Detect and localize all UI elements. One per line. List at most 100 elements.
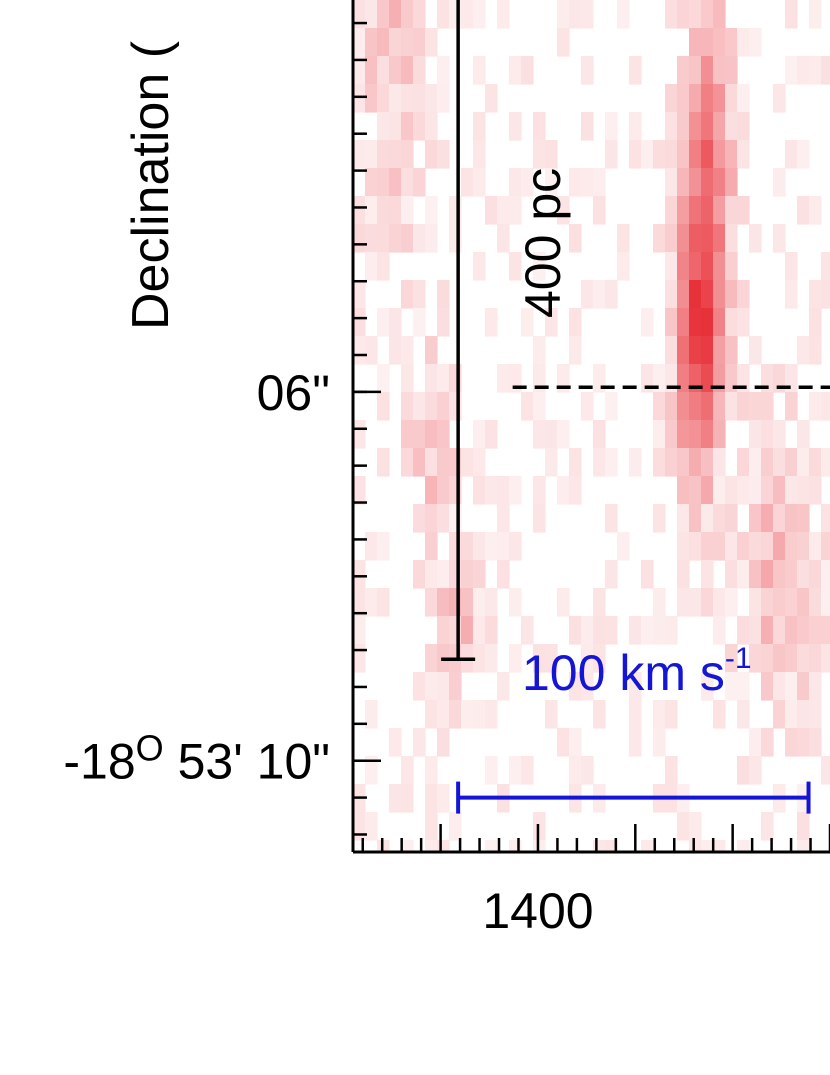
heatmap-cell — [821, 588, 830, 617]
heatmap-cell — [809, 392, 822, 421]
heatmap-cell — [533, 476, 546, 505]
heatmap-cell — [581, 168, 594, 197]
heatmap-cell — [701, 588, 714, 617]
heatmap-cell — [785, 392, 798, 421]
heatmap-cell — [665, 140, 678, 169]
heatmap-cell — [737, 448, 750, 477]
heatmap-cell — [401, 756, 414, 785]
heatmap-cell — [389, 168, 402, 197]
heatmap-cell — [773, 224, 786, 253]
heatmap-cell — [365, 588, 378, 617]
heatmap-cell — [377, 28, 390, 57]
heatmap-cell — [413, 308, 426, 337]
heatmap-cell — [497, 0, 510, 29]
heatmap-cell — [401, 280, 414, 309]
heatmap-cell — [713, 196, 726, 225]
heatmap-cell — [473, 0, 486, 29]
heatmap-cell — [677, 140, 690, 169]
heatmap-cell — [377, 196, 390, 225]
y-tick-label: -18O 53' 10" — [63, 728, 330, 790]
heatmap-cell — [401, 196, 414, 225]
heatmap-cell — [797, 588, 810, 617]
heatmap-cell — [653, 504, 666, 533]
heatmap-cell — [725, 168, 738, 197]
heatmap-cell — [761, 644, 774, 673]
heatmap-cell — [665, 0, 678, 29]
heatmap-cell — [485, 420, 498, 449]
heatmap-cell — [497, 504, 510, 533]
heatmap-cell — [677, 56, 690, 85]
heatmap-cell — [809, 616, 822, 645]
heatmap-cell — [713, 84, 726, 113]
heatmap-cell — [425, 448, 438, 477]
heatmap-cell — [725, 84, 738, 113]
heatmap-cell — [437, 308, 450, 337]
heatmap-cell — [353, 0, 366, 29]
heatmap-cell — [677, 588, 690, 617]
heatmap-cell — [809, 56, 822, 85]
heatmap-cell — [677, 532, 690, 561]
heatmap-cell — [509, 196, 522, 225]
heatmap-cell — [773, 560, 786, 589]
heatmap-cell — [725, 308, 738, 337]
heatmap-cell — [677, 812, 690, 841]
heatmap-cell — [629, 616, 642, 645]
heatmap-cell — [737, 840, 750, 852]
heatmap-cell — [509, 756, 522, 785]
heatmap-cell — [785, 616, 798, 645]
heatmap-cell — [677, 84, 690, 113]
heatmap-cell — [437, 504, 450, 533]
heatmap-cell — [737, 140, 750, 169]
heatmap-cell — [389, 56, 402, 85]
heatmap-cell — [461, 560, 474, 589]
heatmap-cell — [353, 812, 366, 841]
heatmap-cell — [485, 308, 498, 337]
heatmap-cell — [605, 112, 618, 141]
heatmap-cell — [533, 392, 546, 421]
heatmap-cell — [773, 84, 786, 113]
heatmap-cell — [353, 56, 366, 85]
heatmap-cell — [509, 112, 522, 141]
heatmap-cell — [665, 364, 678, 393]
heatmap-cell — [581, 56, 594, 85]
heatmap-cell — [725, 560, 738, 589]
heatmap-cell — [569, 476, 582, 505]
heatmap-cell — [737, 28, 750, 57]
heatmap-cell — [785, 700, 798, 729]
heatmap-cell — [401, 420, 414, 449]
heatmap-cell — [437, 840, 450, 852]
heatmap-cell — [725, 532, 738, 561]
heatmap-cell — [701, 336, 714, 365]
heatmap-cell — [413, 84, 426, 113]
heatmap-cell — [665, 252, 678, 281]
heatmap-cell — [689, 392, 702, 421]
heatmap-cell — [725, 224, 738, 253]
heatmap-cell — [773, 448, 786, 477]
heatmap-cell — [701, 28, 714, 57]
heatmap-cell — [473, 420, 486, 449]
heatmap-cell — [797, 672, 810, 701]
heatmap-cell — [809, 644, 822, 673]
heatmap-cell — [665, 280, 678, 309]
heatmap-cell — [773, 532, 786, 561]
heatmap-cell — [761, 504, 774, 533]
heatmap-cell — [725, 336, 738, 365]
heatmap-cell — [785, 476, 798, 505]
annotations: 400 pc 100 km s-1 — [441, 0, 830, 814]
heatmap-cell — [365, 0, 378, 29]
heatmap-cell — [353, 196, 366, 225]
heatmap-cell — [533, 644, 546, 673]
heatmap-cell — [497, 364, 510, 393]
heatmap-cell — [593, 700, 606, 729]
heatmap-cell — [809, 532, 822, 561]
heatmap-cell — [425, 112, 438, 141]
heatmap-cell — [425, 336, 438, 365]
heatmap-cell — [761, 448, 774, 477]
heatmap-cell — [437, 364, 450, 393]
heatmap-cell — [533, 420, 546, 449]
heatmap-cell — [425, 28, 438, 57]
heatmap-cell — [713, 616, 726, 645]
heatmap-cell — [797, 336, 810, 365]
heatmap-cell — [569, 672, 582, 701]
